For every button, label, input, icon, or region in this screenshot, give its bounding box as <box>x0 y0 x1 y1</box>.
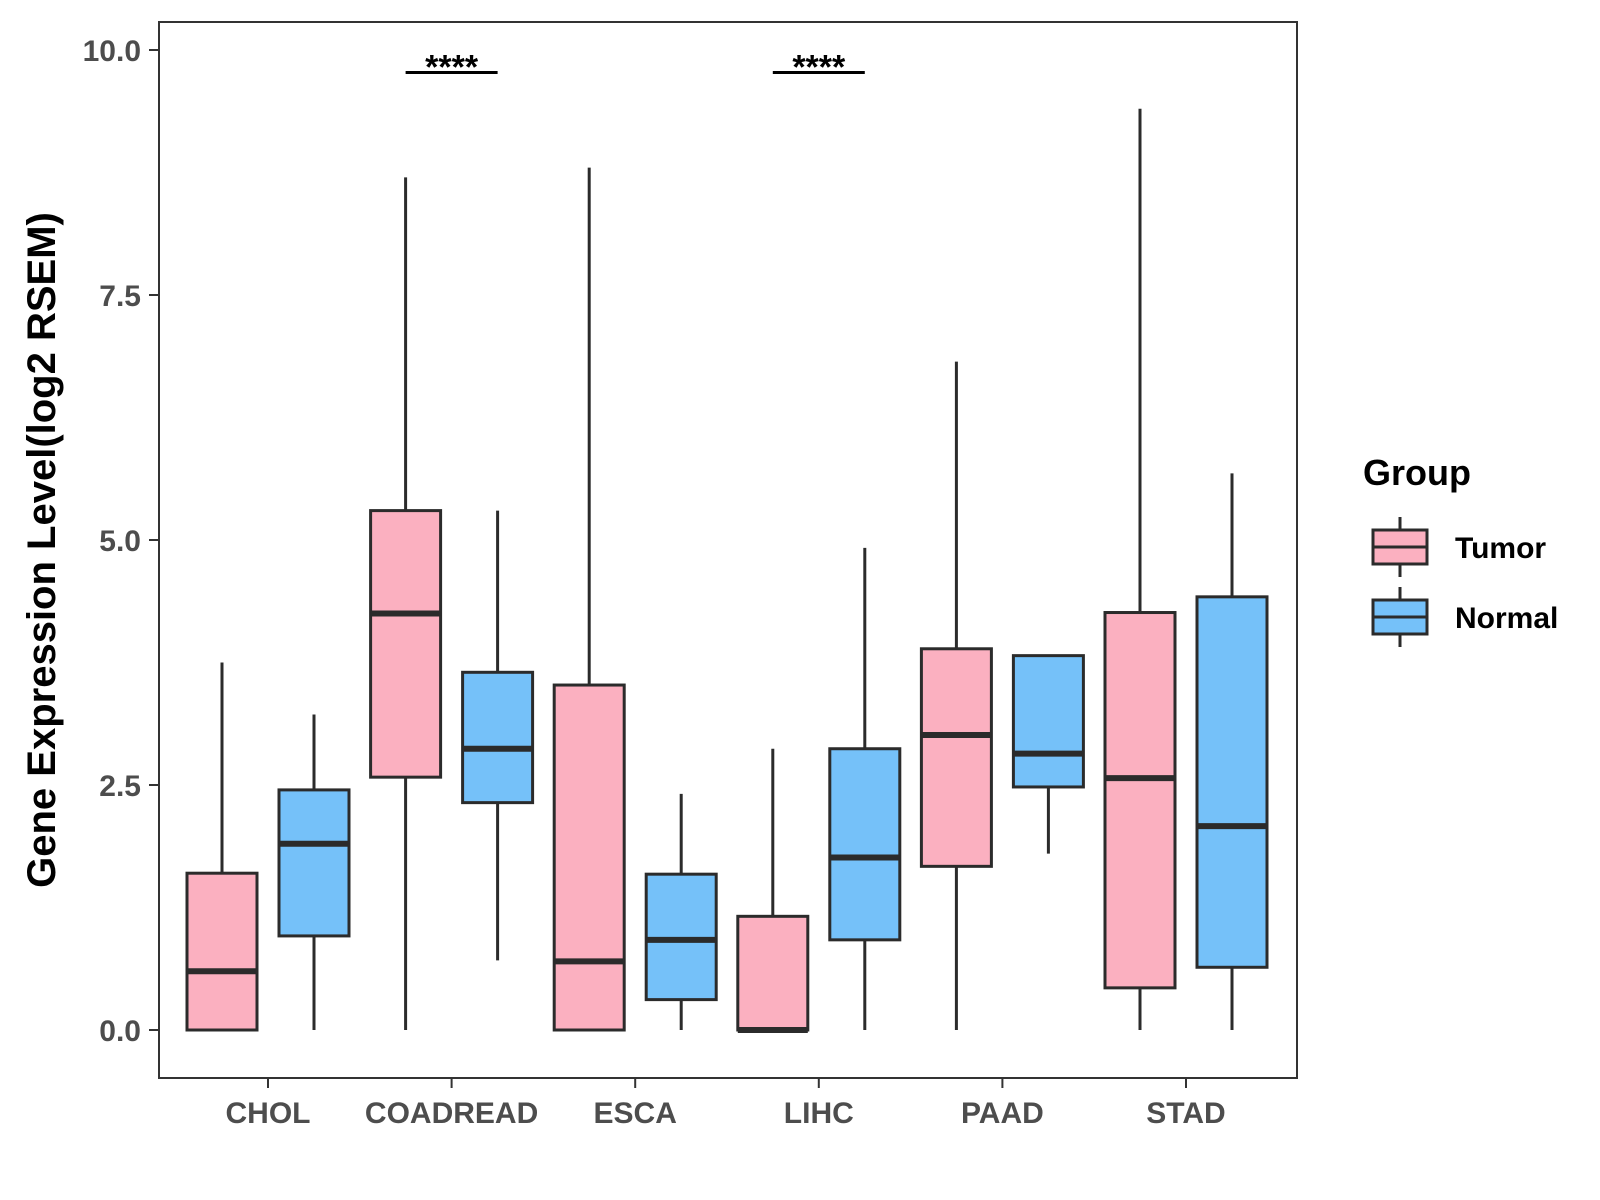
x-tick-label: ESCA <box>594 1097 677 1130</box>
box-normal-esca <box>644 793 718 1030</box>
box-body <box>736 914 810 1032</box>
y-axis-title: Gene Expression Level(log2 RSEM) <box>20 212 64 888</box>
box-body <box>461 670 535 805</box>
legend-label: Normal <box>1455 602 1558 635</box>
box-tumor-lihc <box>736 748 810 1033</box>
y-tick-label: 7.5 <box>99 280 141 313</box>
box-normal-paad <box>1011 654 1085 854</box>
legend: Group Tumor Normal <box>1363 452 1558 647</box>
significance-label: **** <box>425 49 479 87</box>
box-normal-coadread <box>461 510 535 961</box>
box-body <box>552 683 626 1032</box>
y-axis: 0.0 2.5 5.0 7.5 10.0 <box>83 35 159 1048</box>
significance-annotations: **** **** <box>405 49 865 87</box>
x-tick-label: STAD <box>1146 1097 1225 1130</box>
box-body <box>1195 595 1269 969</box>
box-normal-lihc <box>828 547 902 1030</box>
y-tick-label: 5.0 <box>99 525 141 558</box>
box-tumor-coadread <box>369 177 443 1030</box>
significance-label: **** <box>792 49 846 87</box>
x-tick-label: LIHC <box>784 1097 854 1130</box>
box-body <box>1103 611 1177 990</box>
box-normal-chol <box>277 714 351 1030</box>
legend-item-tumor: Tumor <box>1371 517 1546 577</box>
box-body <box>369 509 443 779</box>
box-tumor-chol <box>185 662 259 1032</box>
box-body <box>1011 654 1085 789</box>
box-body <box>919 647 993 868</box>
legend-label: Tumor <box>1455 532 1546 565</box>
box-normal-stad <box>1195 473 1269 1030</box>
box-body <box>185 871 259 1032</box>
x-tick-label: COADREAD <box>365 1097 538 1130</box>
y-tick-label: 10.0 <box>83 35 141 68</box>
x-axis: CHOL COADREAD ESCA LIHC PAAD STAD <box>226 1078 1226 1130</box>
y-tick-label: 2.5 <box>99 770 141 803</box>
x-tick-label: PAAD <box>961 1097 1044 1130</box>
box-tumor-stad <box>1103 108 1177 1030</box>
x-tick-label: CHOL <box>226 1097 311 1130</box>
box-tumor-paad <box>919 361 993 1030</box>
legend-item-normal: Normal <box>1371 587 1558 647</box>
legend-title: Group <box>1363 452 1471 493</box>
box-body <box>828 747 902 942</box>
box-tumor-esca <box>552 167 626 1032</box>
box-body <box>277 788 351 938</box>
box-series <box>185 108 1269 1033</box>
y-tick-label: 0.0 <box>99 1015 141 1048</box>
